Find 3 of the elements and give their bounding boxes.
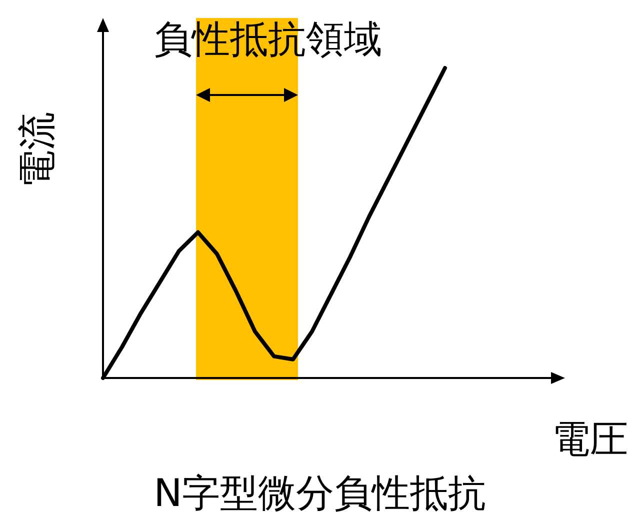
y-axis-title: 電流: [15, 112, 59, 188]
text: N字型微分負性抵抗: [154, 471, 486, 515]
x-axis-title: 電圧: [552, 417, 628, 461]
